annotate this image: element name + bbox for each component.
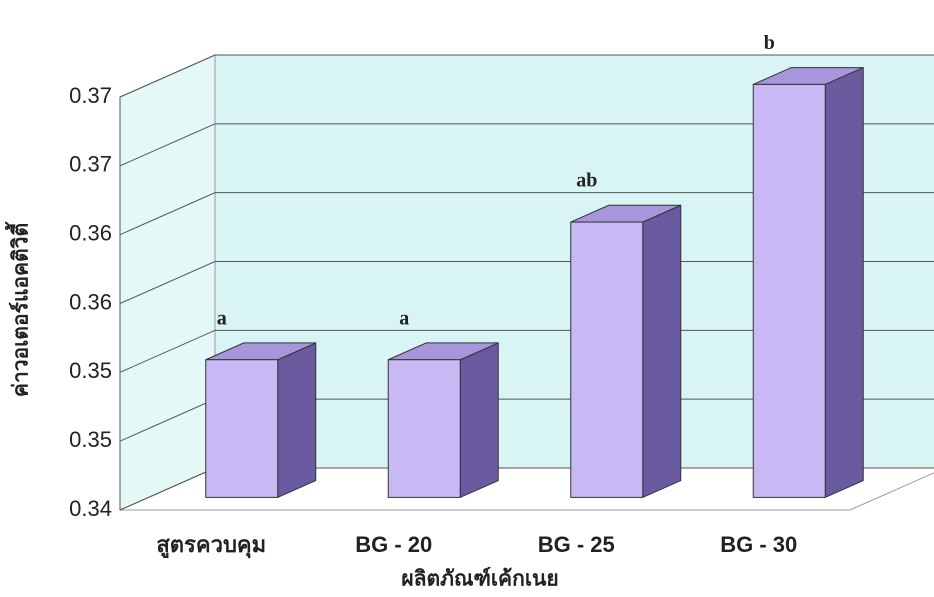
y-axis-label: ค่าวอเตอร์แอคติวิตี้: [5, 221, 33, 397]
grid-line: [119, 123, 934, 167]
y-tick-label: 0.34: [69, 496, 112, 521]
y-tick-label: 0.37: [69, 83, 112, 108]
bar: [570, 221, 644, 498]
bar-annotation: a: [399, 307, 409, 329]
bar-side: [824, 66, 864, 499]
bar: [205, 359, 279, 498]
x-tick-label: BG - 30: [720, 532, 797, 557]
y-tick-label: 0.35: [69, 427, 112, 452]
y-tick-label: 0.37: [69, 152, 112, 177]
y-tick-label: 0.36: [69, 220, 112, 245]
bar-side: [642, 204, 682, 499]
bar-annotation: ab: [576, 170, 597, 192]
x-axis-label: ผลิตภัณฑ์เค้กเนย: [401, 567, 558, 591]
grid-line: [119, 329, 934, 373]
bar: [752, 83, 826, 498]
x-tick-label: BG - 20: [355, 532, 432, 557]
bar: [387, 359, 461, 498]
bar-annotation: b: [764, 32, 775, 54]
bar-side: [459, 342, 499, 499]
bar-side: [277, 342, 317, 499]
y-tick-label: 0.35: [69, 358, 112, 383]
grid-line: [119, 261, 934, 304]
grid-line: [119, 192, 934, 236]
bar-annotation: a: [217, 307, 227, 329]
y-tick-label: 0.36: [69, 289, 112, 314]
x-tick-label: BG - 25: [538, 532, 615, 557]
x-tick-label: สูตรควบคุม: [156, 532, 266, 559]
grid-line: [119, 54, 934, 98]
